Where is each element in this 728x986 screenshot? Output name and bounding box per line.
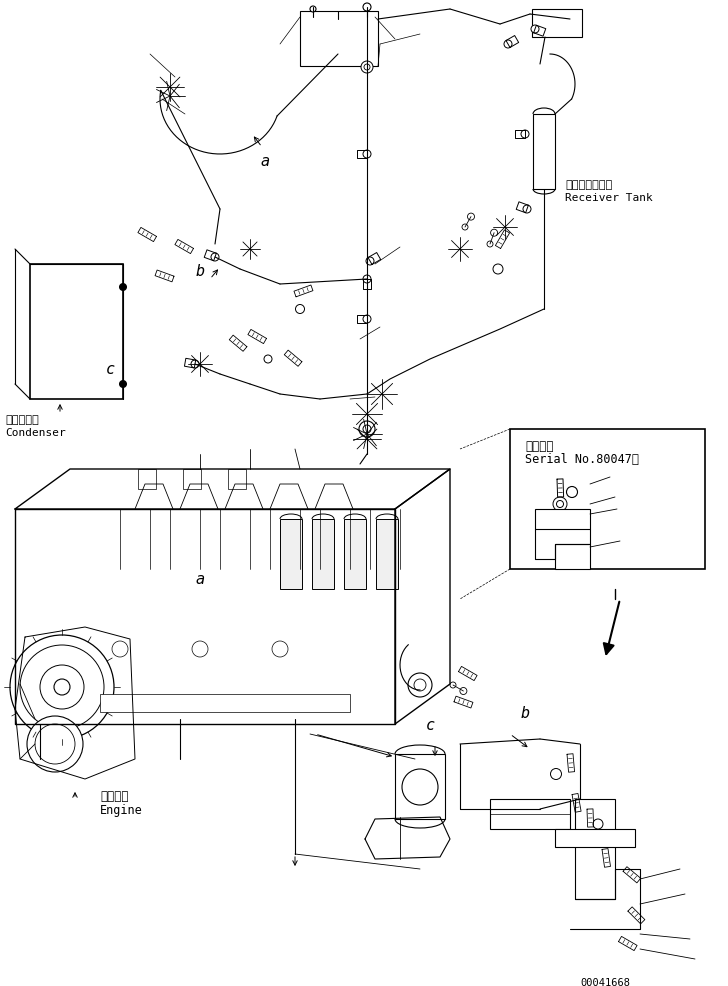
Bar bbox=[376, 520, 398, 590]
Text: b: b bbox=[521, 706, 529, 721]
Text: エンジン: エンジン bbox=[100, 789, 129, 803]
Bar bbox=[535, 510, 590, 529]
Circle shape bbox=[450, 682, 456, 688]
Circle shape bbox=[112, 641, 128, 658]
Circle shape bbox=[366, 257, 374, 266]
Circle shape bbox=[363, 4, 371, 12]
Text: a: a bbox=[261, 155, 269, 170]
Circle shape bbox=[363, 151, 371, 159]
Circle shape bbox=[20, 646, 104, 730]
Bar bbox=[555, 829, 635, 847]
Circle shape bbox=[521, 131, 529, 139]
Circle shape bbox=[467, 214, 475, 221]
Text: b: b bbox=[195, 264, 205, 279]
Circle shape bbox=[296, 306, 304, 315]
Bar bbox=[138, 469, 156, 489]
Bar bbox=[533, 115, 555, 190]
Bar bbox=[510, 430, 705, 570]
Circle shape bbox=[192, 641, 208, 658]
Text: c: c bbox=[106, 362, 114, 377]
Text: コンデンサ: コンデンサ bbox=[5, 414, 39, 425]
Circle shape bbox=[310, 7, 316, 13]
Text: a: a bbox=[195, 572, 205, 587]
Circle shape bbox=[491, 230, 498, 237]
Circle shape bbox=[402, 769, 438, 806]
Circle shape bbox=[566, 487, 577, 498]
Circle shape bbox=[363, 316, 371, 323]
Circle shape bbox=[550, 769, 561, 780]
Circle shape bbox=[553, 498, 567, 512]
Circle shape bbox=[40, 666, 84, 709]
Circle shape bbox=[531, 26, 539, 34]
Bar bbox=[555, 544, 590, 570]
Text: Receiver Tank: Receiver Tank bbox=[565, 193, 653, 203]
Circle shape bbox=[264, 356, 272, 364]
Circle shape bbox=[27, 716, 83, 772]
Bar bbox=[532, 10, 582, 38]
Bar bbox=[30, 264, 123, 399]
Bar bbox=[280, 520, 302, 590]
Bar bbox=[312, 520, 334, 590]
Circle shape bbox=[10, 635, 114, 740]
Circle shape bbox=[408, 673, 432, 697]
Text: Serial No.80047～: Serial No.80047～ bbox=[525, 453, 639, 465]
Text: 適用号機: 適用号機 bbox=[525, 440, 553, 453]
Circle shape bbox=[487, 242, 493, 247]
Circle shape bbox=[504, 41, 512, 49]
Circle shape bbox=[523, 206, 531, 214]
Bar bbox=[300, 12, 378, 67]
Bar bbox=[575, 800, 615, 899]
Circle shape bbox=[556, 501, 563, 508]
Circle shape bbox=[272, 641, 288, 658]
Bar bbox=[183, 469, 201, 489]
Text: 00041668: 00041668 bbox=[580, 977, 630, 986]
Circle shape bbox=[493, 264, 503, 275]
Circle shape bbox=[363, 276, 371, 284]
Circle shape bbox=[119, 382, 127, 388]
Circle shape bbox=[361, 62, 373, 74]
Bar bbox=[228, 469, 246, 489]
Text: c: c bbox=[425, 718, 435, 733]
Circle shape bbox=[35, 725, 75, 764]
Circle shape bbox=[364, 65, 370, 71]
Circle shape bbox=[359, 422, 375, 438]
Circle shape bbox=[191, 361, 199, 369]
Bar bbox=[344, 520, 366, 590]
Text: Condenser: Condenser bbox=[5, 428, 66, 438]
Circle shape bbox=[119, 284, 127, 291]
Circle shape bbox=[460, 688, 467, 695]
Text: Engine: Engine bbox=[100, 804, 143, 816]
Circle shape bbox=[593, 819, 603, 829]
Circle shape bbox=[462, 225, 468, 231]
Bar bbox=[395, 754, 445, 819]
Text: レシーバタンク: レシーバタンク bbox=[565, 179, 612, 190]
Circle shape bbox=[363, 426, 371, 434]
Circle shape bbox=[54, 679, 70, 695]
Circle shape bbox=[414, 679, 426, 691]
Circle shape bbox=[211, 253, 219, 261]
Bar bbox=[490, 800, 570, 829]
Bar bbox=[100, 694, 350, 712]
